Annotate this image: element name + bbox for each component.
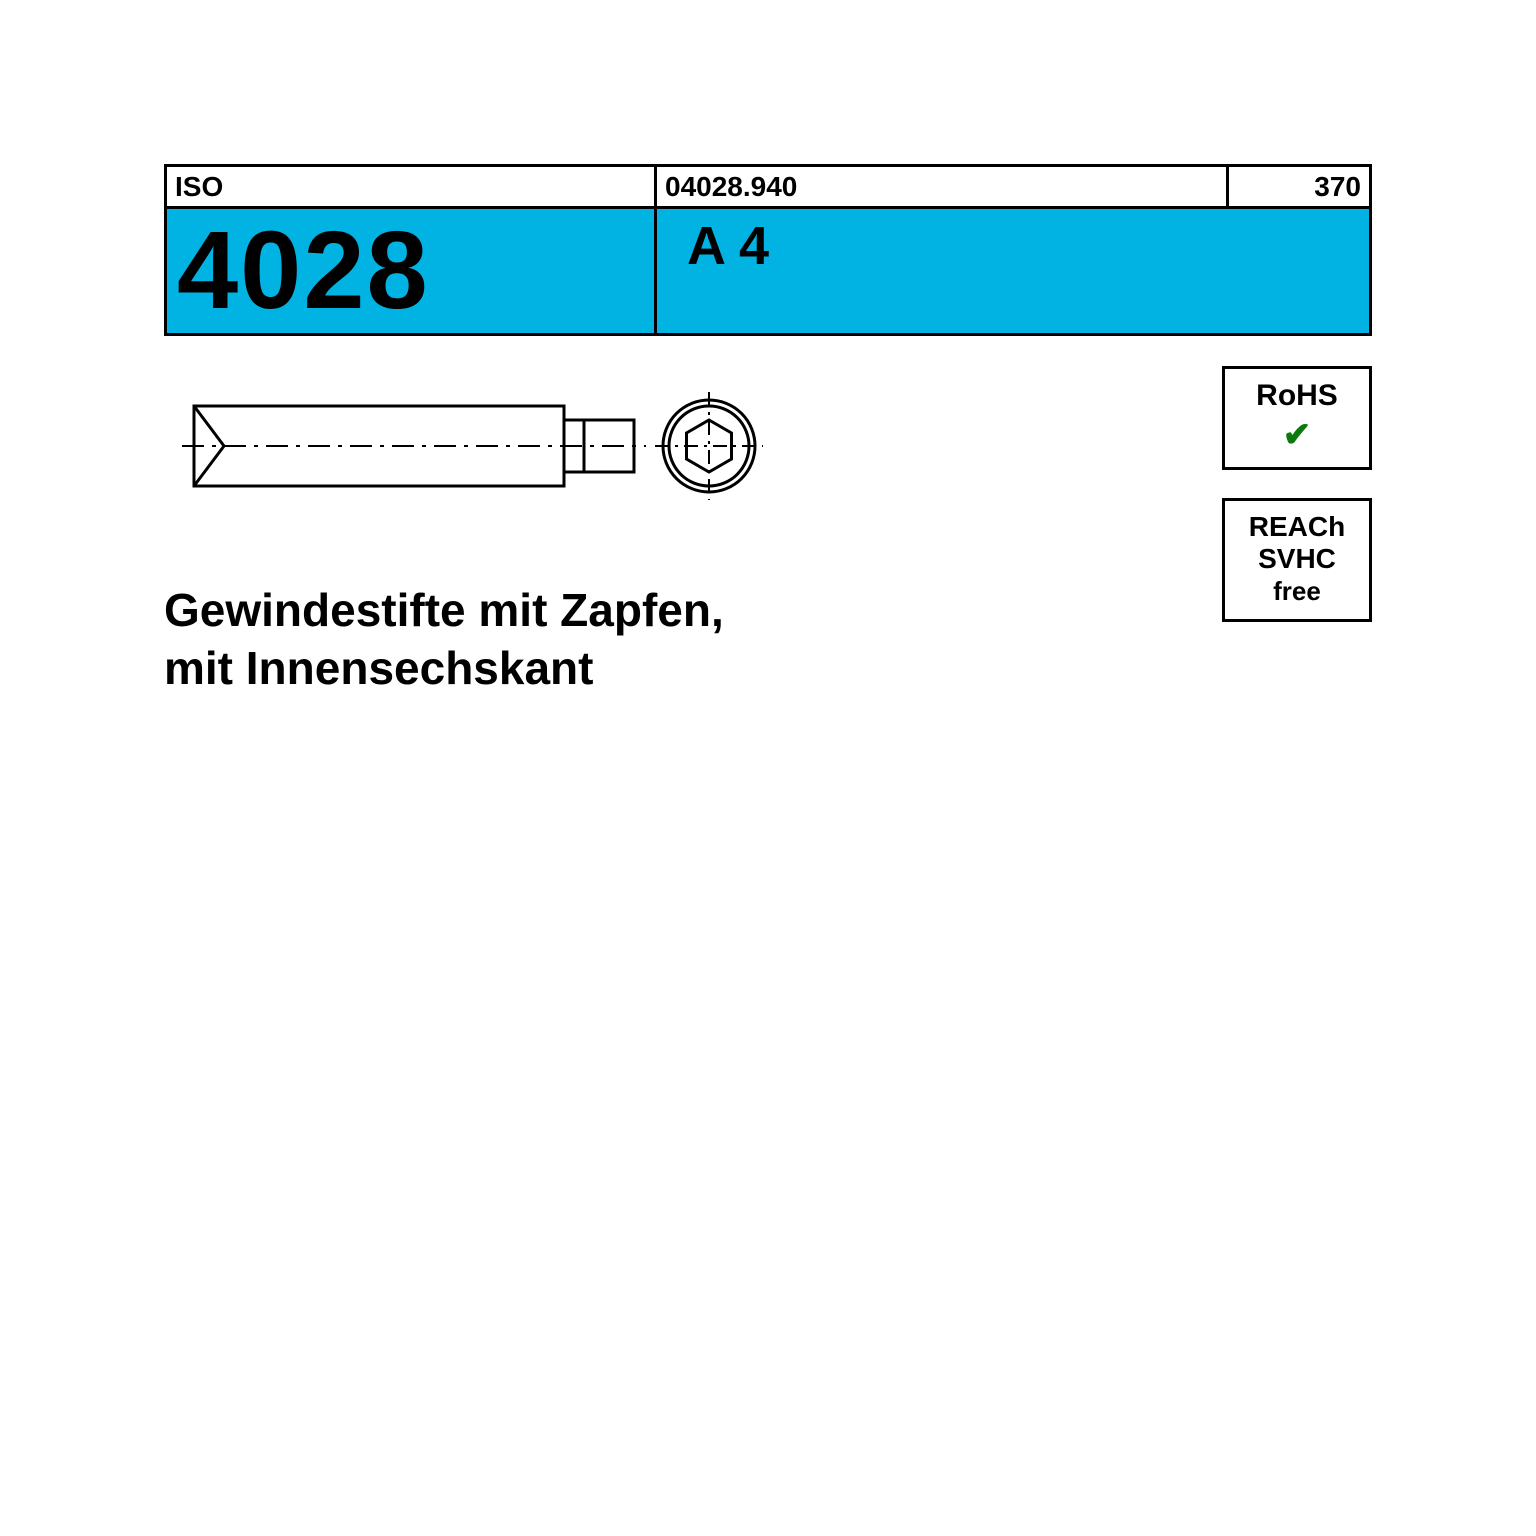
header-row: ISO 04028.940 370 (164, 164, 1372, 206)
header-article: 04028.940 (657, 167, 1229, 206)
title-material-cell: A 4 (657, 209, 1369, 333)
rohs-badge: RoHS ✔ (1222, 366, 1372, 470)
description-line1: Gewindestifte mit Zapfen, (164, 582, 724, 640)
page-root: ISO 04028.940 370 4028 A 4 (0, 0, 1536, 1536)
check-icon: ✔ (1229, 416, 1365, 455)
reach-line2: SVHC (1229, 543, 1365, 575)
header-page: 370 (1229, 167, 1369, 206)
reach-line3: free (1229, 577, 1365, 607)
rohs-label: RoHS (1229, 379, 1365, 414)
diagram-row: RoHS ✔ REACh SVHC free (164, 336, 1372, 536)
reach-line1: REACh (1229, 511, 1365, 543)
product-diagram (164, 376, 764, 516)
reach-badge: REACh SVHC free (1222, 498, 1372, 622)
datasheet-card: ISO 04028.940 370 4028 A 4 (164, 164, 1372, 1372)
header-standard: ISO (167, 167, 657, 206)
standard-number: 4028 (177, 216, 430, 326)
title-number-cell: 4028 (167, 209, 657, 333)
material-grade: A 4 (667, 209, 769, 277)
compliance-badges: RoHS ✔ REACh SVHC free (1222, 366, 1372, 650)
title-bar: 4028 A 4 (164, 206, 1372, 336)
product-description: Gewindestifte mit Zapfen, mit Innensechs… (164, 582, 724, 697)
description-line2: mit Innensechskant (164, 640, 724, 698)
